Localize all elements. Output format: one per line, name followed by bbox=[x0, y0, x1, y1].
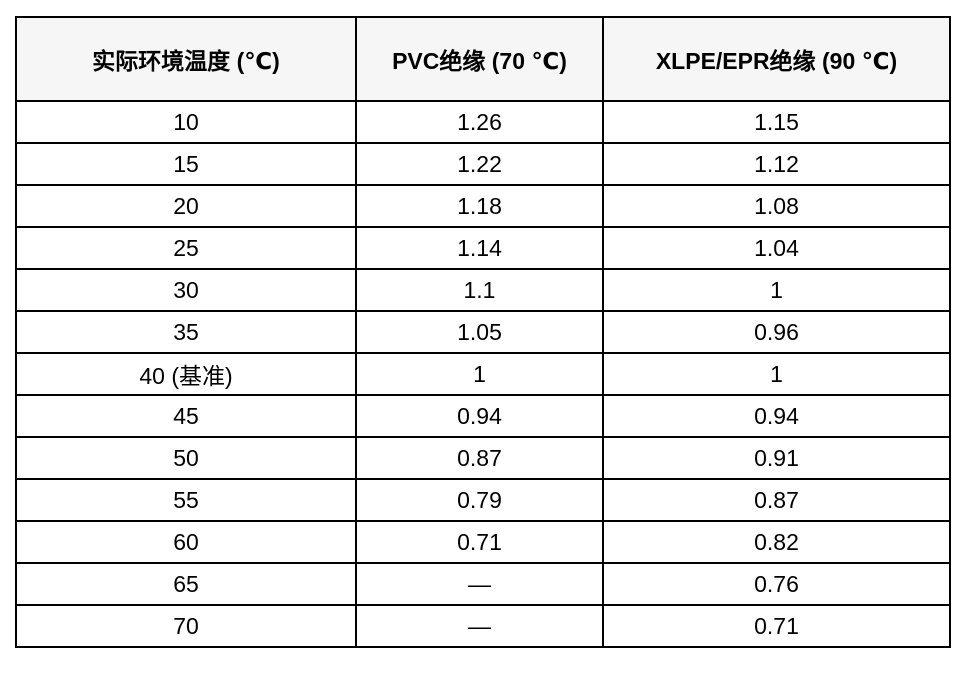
table-cell-xlpe: 1 bbox=[602, 268, 951, 312]
table-cell-temperature: 60 bbox=[15, 520, 357, 564]
table-row: 20 1.18 1.08 bbox=[15, 184, 951, 228]
table-cell-temperature: 10 bbox=[15, 100, 357, 144]
table-cell-pvc: — bbox=[355, 604, 604, 648]
table-cell-temperature: 70 bbox=[15, 604, 357, 648]
table-body: 10 1.26 1.15 15 1.22 1.12 20 1.18 1.08 25 1.14 1.04… bbox=[15, 100, 951, 648]
table-cell-temperature: 55 bbox=[15, 478, 357, 522]
table-row: 55 0.79 0.87 bbox=[15, 478, 951, 522]
table-cell-temperature: 65 bbox=[15, 562, 357, 606]
table-cell-xlpe: 1.15 bbox=[602, 100, 951, 144]
table-cell-pvc: 0.71 bbox=[355, 520, 604, 564]
table-cell-temperature: 25 bbox=[15, 226, 357, 270]
table-row: 50 0.87 0.91 bbox=[15, 436, 951, 480]
table-cell-xlpe: 0.71 bbox=[602, 604, 951, 648]
table-row: 15 1.22 1.12 bbox=[15, 142, 951, 186]
table-row: 35 1.05 0.96 bbox=[15, 310, 951, 354]
table-cell-xlpe: 0.96 bbox=[602, 310, 951, 354]
table-row: 70—0.71 bbox=[15, 604, 951, 648]
table-cell-xlpe: 1.12 bbox=[602, 142, 951, 186]
table-cell-pvc: 0.87 bbox=[355, 436, 604, 480]
header-cell-ambient-temperature: 实际环境温度 (℃) bbox=[15, 16, 357, 102]
table-cell-pvc: 1.14 bbox=[355, 226, 604, 270]
table-cell-pvc: 1.05 bbox=[355, 310, 604, 354]
table-cell-pvc: 1 bbox=[355, 352, 604, 396]
table-cell-temperature: 35 bbox=[15, 310, 357, 354]
temperature-correction-table: 实际环境温度 (℃) PVC绝缘 (70 ℃) XLPE/EPR绝缘 (90 ℃… bbox=[15, 16, 951, 648]
table-row: 30 1.1 1 bbox=[15, 268, 951, 312]
table-cell-xlpe: 0.91 bbox=[602, 436, 951, 480]
table-row: 10 1.26 1.15 bbox=[15, 100, 951, 144]
table-cell-xlpe: 1.08 bbox=[602, 184, 951, 228]
table-cell-pvc: 1.1 bbox=[355, 268, 604, 312]
table-cell-xlpe: 1 bbox=[602, 352, 951, 396]
table-cell-pvc: 1.26 bbox=[355, 100, 604, 144]
table-row: 45 0.94 0.94 bbox=[15, 394, 951, 438]
table-cell-temperature: 20 bbox=[15, 184, 357, 228]
header-cell-xlpe-epr-insulation: XLPE/EPR绝缘 (90 ℃) bbox=[602, 16, 951, 102]
table-cell-xlpe: 0.94 bbox=[602, 394, 951, 438]
table-row: 65—0.76 bbox=[15, 562, 951, 606]
table-cell-pvc: 1.18 bbox=[355, 184, 604, 228]
table-cell-pvc: 0.79 bbox=[355, 478, 604, 522]
table-cell-temperature: 40 (基准) bbox=[15, 352, 357, 396]
table-row: 25 1.14 1.04 bbox=[15, 226, 951, 270]
table-cell-pvc: 1.22 bbox=[355, 142, 604, 186]
table-cell-temperature: 50 bbox=[15, 436, 357, 480]
table-row: 60 0.71 0.82 bbox=[15, 520, 951, 564]
table-cell-xlpe: 0.82 bbox=[602, 520, 951, 564]
table-cell-pvc: 0.94 bbox=[355, 394, 604, 438]
table-row: 40 (基准) 1 1 bbox=[15, 352, 951, 396]
header-row: 实际环境温度 (℃) PVC绝缘 (70 ℃) XLPE/EPR绝缘 (90 ℃… bbox=[15, 16, 951, 102]
header-cell-pvc-insulation: PVC绝缘 (70 ℃) bbox=[355, 16, 604, 102]
table-cell-temperature: 30 bbox=[15, 268, 357, 312]
table-cell-pvc: — bbox=[355, 562, 604, 606]
table-cell-xlpe: 1.04 bbox=[602, 226, 951, 270]
table-cell-xlpe: 0.87 bbox=[602, 478, 951, 522]
table-cell-xlpe: 0.76 bbox=[602, 562, 951, 606]
table-cell-temperature: 45 bbox=[15, 394, 357, 438]
table-cell-temperature: 15 bbox=[15, 142, 357, 186]
